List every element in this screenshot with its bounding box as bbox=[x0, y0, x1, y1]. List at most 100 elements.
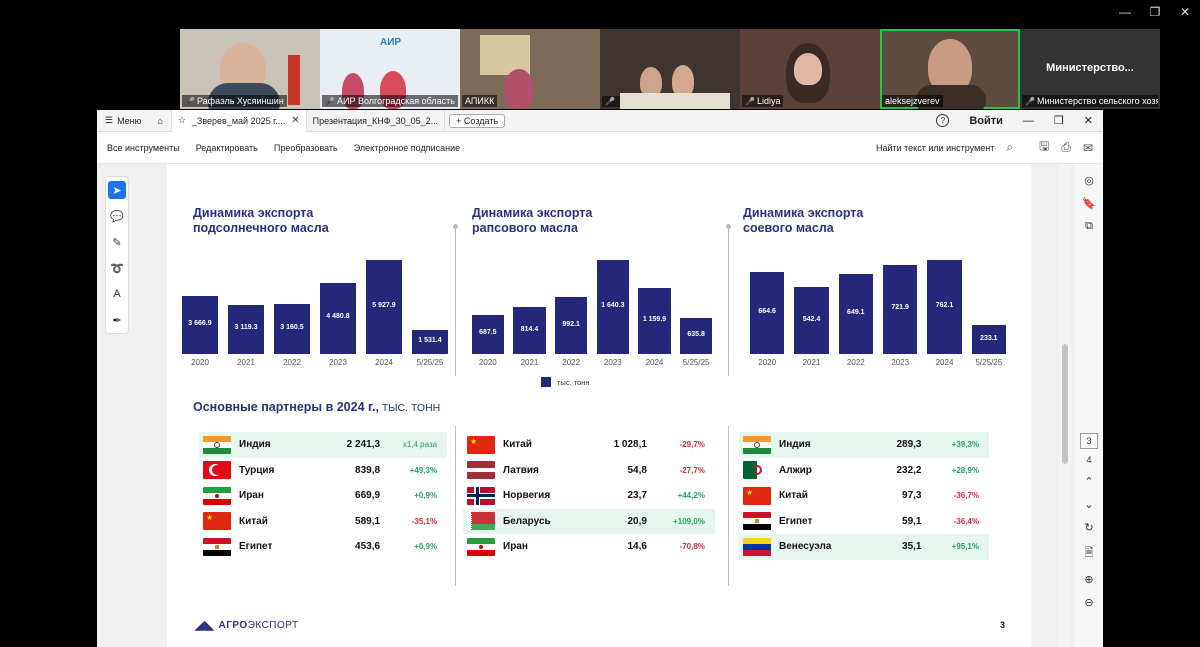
partners-table-rapeseed: ★ Китай 1 028,1 -29,7% Латвия 54,8 -27,7% Норве… bbox=[463, 432, 715, 560]
chart-bar bbox=[638, 287, 671, 354]
participant-tile[interactable]: 🎤 Lidiya bbox=[740, 29, 880, 109]
close-tab-icon[interactable]: ✕ bbox=[291, 115, 300, 126]
search-tools-label[interactable]: Найти текст или инструмент bbox=[875, 142, 995, 153]
menu-button[interactable]: ☰ Меню bbox=[97, 115, 149, 126]
vertical-scrollbar[interactable] bbox=[1059, 164, 1071, 647]
home-button[interactable]: ⌂ bbox=[149, 109, 172, 132]
select-cursor-icon[interactable]: ➤ bbox=[108, 181, 126, 199]
legend-swatch bbox=[541, 377, 551, 387]
convert-button[interactable]: Преобразовать bbox=[273, 142, 338, 153]
partner-country: Латвия bbox=[503, 464, 539, 476]
comment-icon[interactable]: 💬 bbox=[110, 210, 124, 223]
restore-icon[interactable]: ❐ bbox=[1053, 115, 1064, 127]
chart-bar bbox=[471, 314, 505, 354]
text-box-icon[interactable]: A bbox=[113, 288, 121, 300]
partner-country: Китай bbox=[779, 490, 808, 502]
close-icon[interactable]: ✕ bbox=[1083, 115, 1093, 127]
chart-x-tick-label: 2023 bbox=[329, 358, 347, 367]
refresh-icon[interactable]: ↻ bbox=[1084, 522, 1094, 534]
partner-country: Венесуэла bbox=[779, 541, 832, 553]
bookmark-icon[interactable]: 🔖 bbox=[1082, 198, 1096, 210]
chart-bar-value-label: 4 480.8 bbox=[326, 313, 350, 321]
current-page-input[interactable]: 3 bbox=[1080, 433, 1098, 449]
tab-label: Презентация_КНФ_30_05_2... bbox=[312, 115, 439, 126]
save-icon[interactable]: 🖫 bbox=[1039, 139, 1050, 153]
chart-bar-value-label: 1 640.3 bbox=[601, 302, 625, 309]
partner-volume: 97,3 bbox=[902, 490, 922, 502]
chart-x-tick-label: 2021 bbox=[802, 358, 821, 367]
partner-row: Египет 59,1 -36,4% bbox=[739, 509, 989, 535]
partner-change: +44,2% bbox=[677, 491, 705, 501]
chart-bar bbox=[182, 295, 218, 354]
partner-change: -35,1% bbox=[411, 516, 438, 526]
chart-bar-value-label: 1 531.4 bbox=[418, 336, 442, 344]
chart-divider bbox=[726, 224, 731, 376]
tab-document-active[interactable]: ☆ _Зверев_май 2025 г.... ✕ bbox=[171, 109, 307, 132]
partner-volume: 1 028,1 bbox=[613, 439, 647, 451]
partners-unit: ТЫС. ТОНН bbox=[378, 402, 441, 414]
participant-tile[interactable]: 🎤 Рафаэль Хусяиншин bbox=[180, 29, 320, 109]
china-flag-icon: ★ bbox=[203, 512, 231, 531]
partner-row: Норвегия 23,7 +44,2% bbox=[463, 483, 715, 509]
participant-name-label: АПИКК bbox=[465, 96, 495, 106]
partners-title: Основные партнеры в 2024 г., ТЫС. ТОНН bbox=[193, 400, 440, 414]
signin-button[interactable]: Войти bbox=[969, 114, 1003, 127]
scrollbar-thumb[interactable] bbox=[1062, 344, 1068, 464]
new-tab-button[interactable]: + Создать bbox=[449, 113, 506, 128]
chart-x-tick-label: 5/25/25 bbox=[682, 358, 710, 367]
pen-icon[interactable]: ✎ bbox=[112, 236, 122, 249]
agroexport-logo: ◢◣ АГРО ЭКСПОРТ bbox=[195, 618, 299, 632]
help-icon[interactable]: ? bbox=[936, 114, 950, 127]
print-icon[interactable]: ⎙ bbox=[1061, 140, 1071, 154]
participant-tile-active[interactable]: aleksejzverev bbox=[880, 29, 1020, 109]
partner-row: Венесуэла 35,1 +95,1% bbox=[739, 534, 989, 560]
participant-tile[interactable]: АПИКК bbox=[460, 29, 600, 109]
chart-x-tick-label: 2022 bbox=[562, 358, 581, 367]
star-icon[interactable]: ☆ bbox=[177, 115, 186, 125]
chart-bar-value-label: 664.6 bbox=[758, 308, 776, 315]
minimize-icon[interactable]: — bbox=[1022, 114, 1034, 127]
partner-row: ★ Китай 97,3 -36,7% bbox=[739, 483, 989, 509]
mail-icon[interactable]: ✉ bbox=[1082, 140, 1093, 155]
partner-row: Индия 2 241,3 x1,4 раза bbox=[199, 432, 447, 458]
zoom-out-icon[interactable]: ⊖ bbox=[1084, 597, 1094, 609]
zoom-in-icon[interactable]: ⊕ bbox=[1084, 574, 1094, 586]
chart-bar bbox=[882, 264, 918, 354]
edit-button[interactable]: Редактировать bbox=[195, 142, 258, 153]
participant-video bbox=[504, 69, 534, 109]
latvia-flag-icon bbox=[467, 461, 495, 480]
chart-bar bbox=[794, 287, 829, 354]
participant-tile[interactable]: 🎤 bbox=[600, 29, 740, 109]
bar-chart-soy: 664.6 2020 542.4 2021 649.1 2022 721.9 2023 762.… bbox=[745, 252, 1011, 372]
partners-table-soy: Индия 289,3 +39,3% Алжир 232,2 +28,9% ★ Китай 97… bbox=[739, 432, 989, 560]
restore-icon[interactable]: ❐ bbox=[1149, 5, 1161, 19]
chevron-up-icon[interactable]: ⌃ bbox=[1084, 476, 1094, 488]
copy-pages-icon[interactable]: ⧉ bbox=[1085, 220, 1093, 232]
partner-volume: 20,9 bbox=[627, 515, 647, 527]
logo-text-thin: ЭКСПОРТ bbox=[247, 619, 299, 631]
page-settings-icon[interactable]: 🗎 bbox=[1084, 547, 1094, 559]
window-controls: — ❐ ✕ bbox=[1110, 4, 1200, 22]
all-tools-button[interactable]: Все инструменты bbox=[107, 142, 180, 153]
participant-tile[interactable]: АИР 🎤 АИР Волгоградская область bbox=[320, 29, 460, 109]
participant-tile[interactable]: Министерство... 🎤 Министерство сельского … bbox=[1020, 29, 1160, 109]
mic-muted-icon: 🎤 bbox=[185, 96, 195, 106]
close-icon[interactable]: ✕ bbox=[1179, 5, 1191, 19]
chart-bar-value-label: 3 160.5 bbox=[280, 323, 304, 331]
chevron-down-icon[interactable]: ⌄ bbox=[1084, 499, 1094, 511]
fill-sign-icon[interactable]: ✒ bbox=[112, 314, 122, 327]
participant-name: 🎤 АИР Волгоградская область bbox=[322, 95, 458, 107]
partner-change: -36,7% bbox=[953, 491, 979, 501]
participant-name-label: Lidiya bbox=[756, 96, 781, 106]
partner-country: Иран bbox=[239, 490, 264, 502]
esign-button[interactable]: Электронное подписание bbox=[353, 142, 461, 153]
participant-placeholder-title: Министерство... bbox=[1046, 62, 1134, 74]
chart-x-tick-label: 2021 bbox=[520, 358, 539, 367]
comments-panel-icon[interactable]: ◎ bbox=[1084, 175, 1094, 187]
minimize-icon[interactable]: — bbox=[1119, 5, 1131, 19]
chart-bar-value-label: 3 119.3 bbox=[234, 324, 258, 332]
search-icon[interactable]: ⌕ bbox=[1006, 140, 1014, 154]
draw-loop-icon[interactable]: ➰ bbox=[110, 262, 124, 275]
partner-row: Индия 289,3 +39,3% bbox=[739, 432, 989, 458]
tab-document[interactable]: Презентация_КНФ_30_05_2... bbox=[307, 109, 446, 132]
